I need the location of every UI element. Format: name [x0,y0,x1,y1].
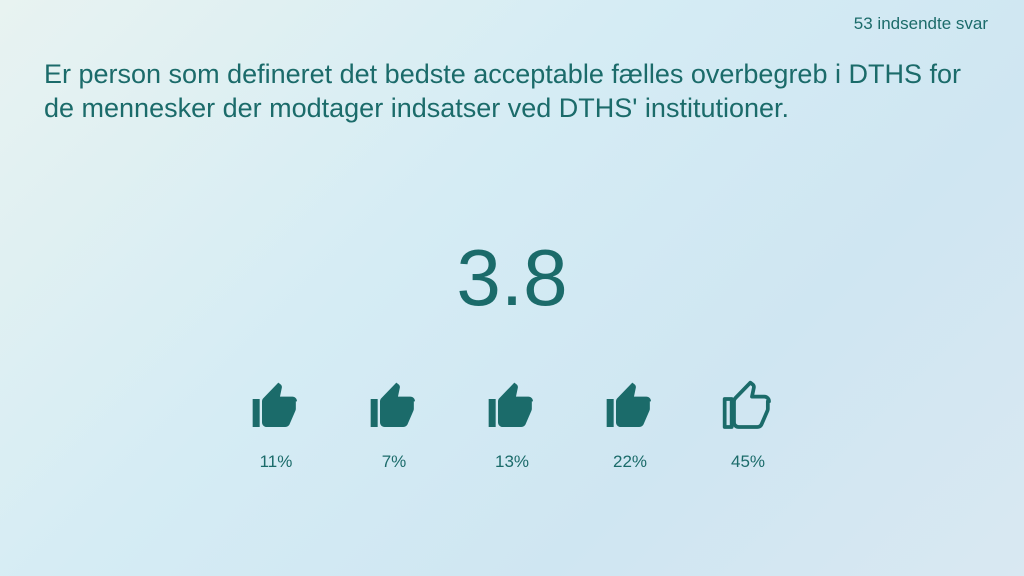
rating-percent-3: 13% [495,452,529,472]
thumb-up-icon [248,378,304,434]
rating-percent-4: 22% [613,452,647,472]
rating-thumbs-row: 11% 7% 13% 22% 45% [0,378,1024,472]
rating-percent-5: 45% [731,452,765,472]
rating-option-4: 22% [594,378,666,472]
thumb-up-icon [484,378,540,434]
rating-option-2: 7% [358,378,430,472]
rating-option-3: 13% [476,378,548,472]
survey-result-slide: 53 indsendte svar Er person som definere… [0,0,1024,576]
rating-option-5: 45% [712,378,784,472]
average-score: 3.8 [0,232,1024,324]
rating-percent-1: 11% [260,452,293,472]
responses-count: 53 indsendte svar [854,14,988,34]
thumb-up-outline-icon [720,378,776,434]
question-text: Er person som defineret det bedste accep… [44,58,964,126]
rating-percent-2: 7% [382,452,407,472]
rating-option-1: 11% [240,378,312,472]
thumb-up-icon [602,378,658,434]
thumb-up-icon [366,378,422,434]
